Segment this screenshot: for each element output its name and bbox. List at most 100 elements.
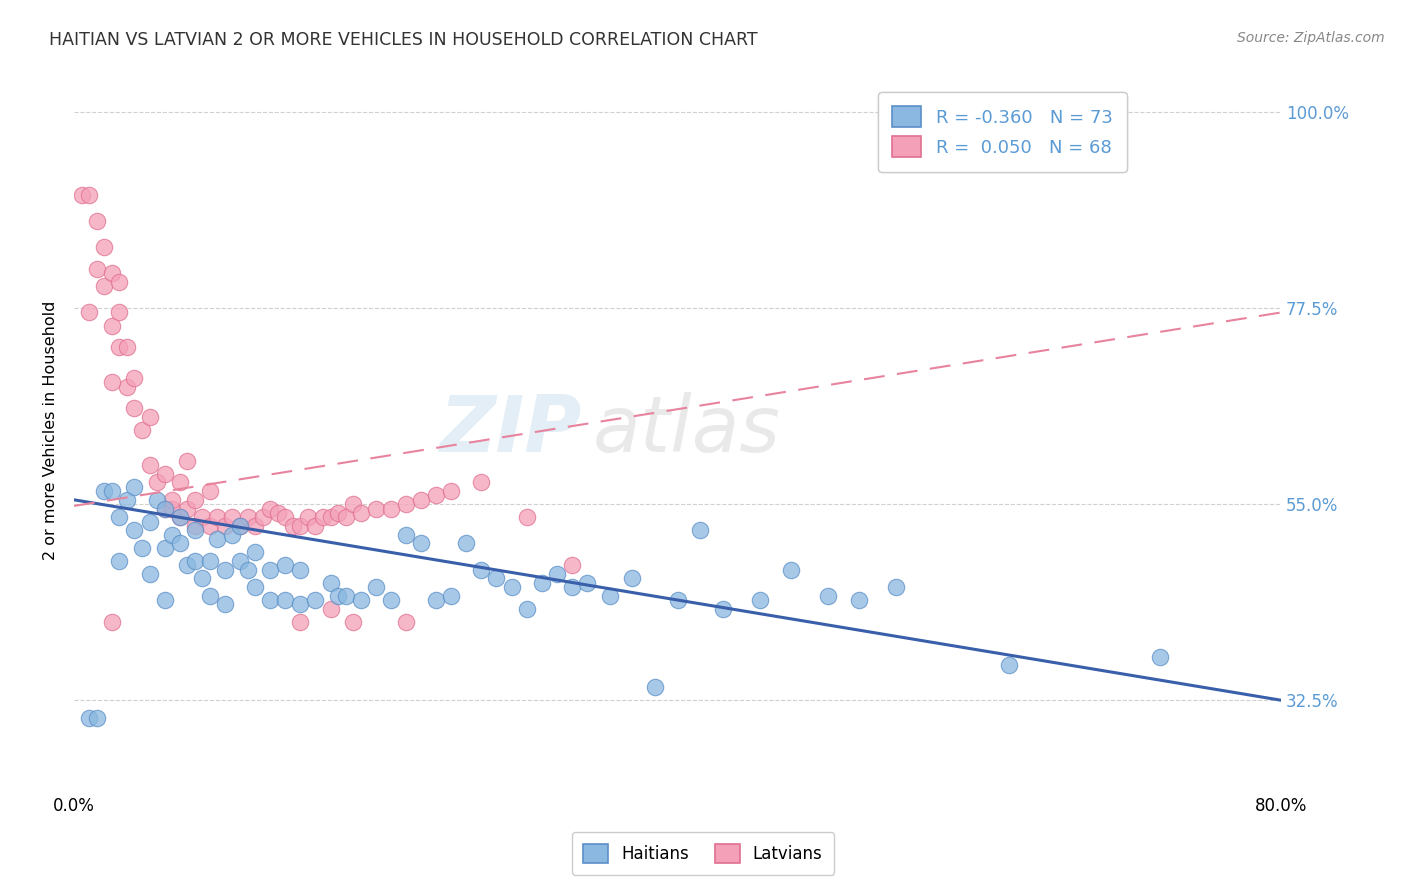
Point bbox=[530, 575, 553, 590]
Point bbox=[124, 524, 146, 538]
Point bbox=[101, 266, 124, 280]
Point bbox=[380, 501, 402, 516]
Point bbox=[93, 279, 115, 293]
Point bbox=[93, 240, 115, 254]
Point bbox=[848, 593, 870, 607]
Point bbox=[326, 589, 349, 603]
Point bbox=[364, 580, 387, 594]
Point bbox=[501, 580, 523, 594]
Point bbox=[229, 519, 252, 533]
Point bbox=[576, 575, 599, 590]
Point bbox=[124, 480, 146, 494]
Point bbox=[138, 566, 160, 581]
Point bbox=[160, 492, 183, 507]
Point bbox=[229, 519, 252, 533]
Point bbox=[108, 275, 131, 289]
Point bbox=[153, 467, 176, 481]
Point bbox=[342, 615, 364, 629]
Point bbox=[77, 187, 100, 202]
Point bbox=[160, 501, 183, 516]
Point bbox=[1149, 649, 1171, 664]
Point bbox=[77, 305, 100, 319]
Point bbox=[146, 492, 169, 507]
Point bbox=[198, 519, 221, 533]
Point bbox=[304, 593, 326, 607]
Point bbox=[290, 519, 312, 533]
Point bbox=[138, 458, 160, 472]
Point bbox=[221, 510, 243, 524]
Point bbox=[236, 510, 259, 524]
Point bbox=[191, 510, 214, 524]
Point bbox=[169, 475, 191, 490]
Point bbox=[214, 562, 236, 576]
Point bbox=[380, 593, 402, 607]
Point bbox=[138, 515, 160, 529]
Point bbox=[131, 423, 153, 437]
Point bbox=[290, 598, 312, 612]
Point bbox=[191, 571, 214, 585]
Point bbox=[108, 305, 131, 319]
Point bbox=[77, 711, 100, 725]
Point bbox=[160, 527, 183, 541]
Point bbox=[236, 562, 259, 576]
Point bbox=[290, 615, 312, 629]
Point bbox=[599, 589, 621, 603]
Point bbox=[259, 501, 281, 516]
Text: ZIP: ZIP bbox=[439, 392, 581, 468]
Point bbox=[281, 519, 304, 533]
Point bbox=[364, 501, 387, 516]
Legend: R = -0.360   N = 73, R =  0.050   N = 68: R = -0.360 N = 73, R = 0.050 N = 68 bbox=[877, 92, 1128, 171]
Point bbox=[395, 497, 418, 511]
Point bbox=[998, 658, 1021, 673]
Point bbox=[546, 566, 568, 581]
Point bbox=[335, 589, 357, 603]
Point bbox=[350, 506, 373, 520]
Point bbox=[409, 492, 432, 507]
Point bbox=[169, 510, 191, 524]
Point bbox=[86, 214, 108, 228]
Point bbox=[108, 510, 131, 524]
Point bbox=[485, 571, 508, 585]
Legend: Haitians, Latvians: Haitians, Latvians bbox=[572, 832, 834, 875]
Point bbox=[184, 524, 207, 538]
Point bbox=[169, 536, 191, 550]
Point bbox=[304, 519, 326, 533]
Point bbox=[184, 554, 207, 568]
Point bbox=[101, 318, 124, 333]
Point bbox=[138, 410, 160, 425]
Point bbox=[101, 615, 124, 629]
Point bbox=[101, 484, 124, 499]
Point bbox=[198, 554, 221, 568]
Point bbox=[319, 510, 342, 524]
Point bbox=[124, 371, 146, 385]
Point bbox=[108, 554, 131, 568]
Point bbox=[221, 527, 243, 541]
Point bbox=[425, 488, 447, 502]
Point bbox=[124, 401, 146, 416]
Point bbox=[176, 453, 198, 467]
Point bbox=[259, 593, 281, 607]
Point bbox=[176, 558, 198, 573]
Point bbox=[274, 593, 297, 607]
Point bbox=[711, 601, 734, 615]
Point bbox=[146, 475, 169, 490]
Point bbox=[350, 593, 373, 607]
Point bbox=[169, 510, 191, 524]
Point bbox=[644, 680, 666, 694]
Point bbox=[689, 524, 711, 538]
Point bbox=[207, 532, 229, 546]
Point bbox=[153, 501, 176, 516]
Point bbox=[153, 593, 176, 607]
Point bbox=[395, 615, 418, 629]
Point bbox=[409, 536, 432, 550]
Text: Source: ZipAtlas.com: Source: ZipAtlas.com bbox=[1237, 31, 1385, 45]
Point bbox=[115, 340, 138, 354]
Point bbox=[395, 527, 418, 541]
Point bbox=[561, 580, 583, 594]
Point bbox=[440, 484, 463, 499]
Point bbox=[86, 711, 108, 725]
Point bbox=[198, 589, 221, 603]
Point bbox=[425, 593, 447, 607]
Point bbox=[274, 558, 297, 573]
Point bbox=[214, 519, 236, 533]
